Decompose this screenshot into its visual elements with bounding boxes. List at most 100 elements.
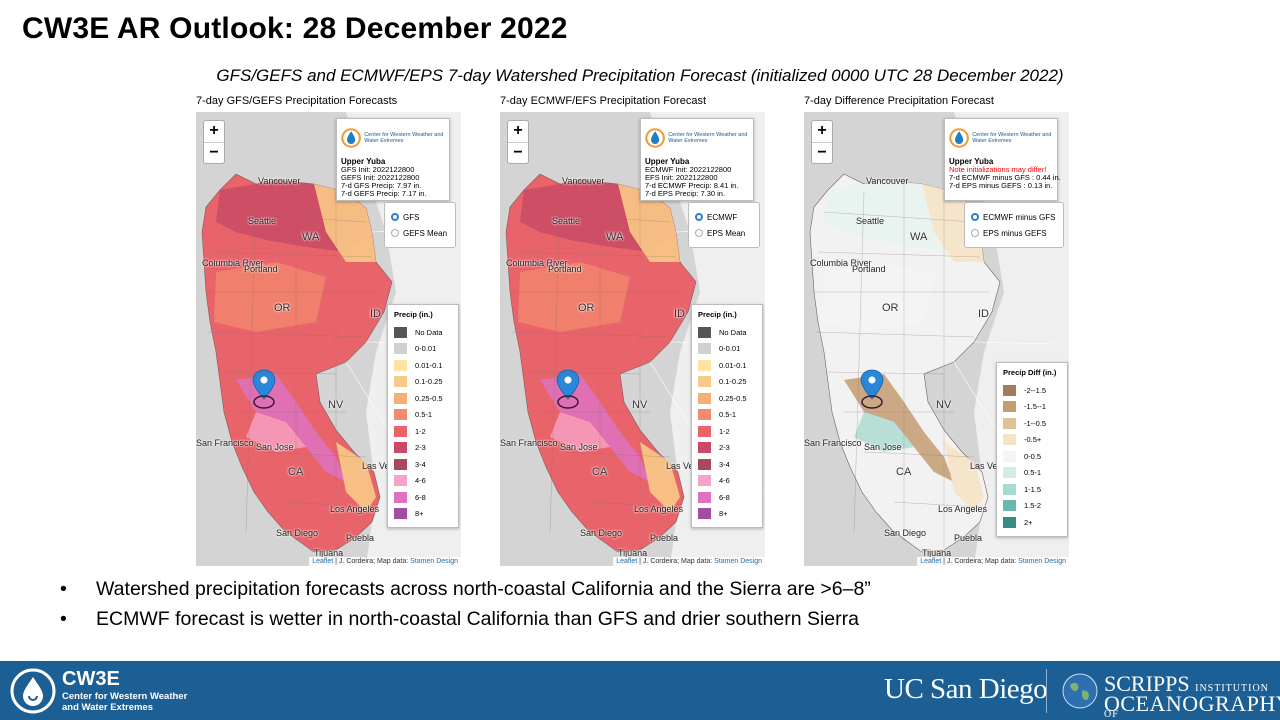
map-label-columbia: Columbia River <box>810 258 872 268</box>
info-line4: 7-d EPS Precip: 7.30 in. <box>645 189 726 198</box>
map-label-tijuana: Tijuana <box>618 548 648 558</box>
watershed-map[interactable]: Vancouver Seattle WA Columbia River Portland… <box>804 112 1069 566</box>
zoom-in-button[interactable]: + <box>513 122 523 139</box>
map-label-sf: San Francisco <box>196 438 254 448</box>
map-label-seattle: Seattle <box>248 216 277 226</box>
scripps-logo-line1: SCRIPPS INSTITUTION OF <box>1104 671 1269 720</box>
map-label-ca: CA <box>288 466 304 478</box>
info-line1: Note initializations may differ! <box>949 165 1047 174</box>
map-label-tijuana: Tijuana <box>922 548 952 558</box>
legend-row: 0.5-1 <box>698 407 756 424</box>
cw3e-logo-icon <box>949 128 969 148</box>
legend-row: 1-1.5 <box>1003 481 1061 498</box>
info-line1: GFS Init: 2022122800 <box>341 165 415 174</box>
legend-row: 8+ <box>698 506 756 523</box>
slide-subtitle: GFS/GEFS and ECMWF/EPS 7-day Watershed P… <box>216 66 1064 85</box>
legend-title: Precip Diff (in.) <box>1003 368 1057 377</box>
legend-row: 1-2 <box>394 423 452 440</box>
map-label-nv: NV <box>936 399 952 411</box>
map-label-sf: San Francisco <box>500 438 558 448</box>
map-label-sandiego: San Diego <box>276 528 319 538</box>
legend-swatch <box>394 508 407 520</box>
map-label-wa: WA <box>302 231 320 243</box>
legend-row: 0.1-0.25 <box>698 374 756 391</box>
legend-row: 3-4 <box>394 456 452 473</box>
map-label-sf: San Francisco <box>804 438 862 448</box>
model-option[interactable]: GEFS Mean <box>391 225 449 241</box>
zoom-in-button[interactable]: + <box>817 122 827 139</box>
map-attribution: Leaflet | J. Cordeira; Map data: Stamen … <box>613 557 765 566</box>
legend-swatch <box>698 458 711 470</box>
legend-swatch <box>698 442 711 454</box>
watershed-info-box: Center for Western Weather and Water Ext… <box>944 118 1061 201</box>
legend-swatch <box>1003 417 1016 429</box>
legend-row: 0.01-0.1 <box>394 357 452 374</box>
legend-row: 3-4 <box>698 456 756 473</box>
map-label-or: OR <box>274 302 291 314</box>
map-label-vancouver: Vancouver <box>866 176 909 186</box>
model-option[interactable]: EPS minus GEFS <box>971 225 1057 241</box>
leaflet-link[interactable]: Leaflet <box>312 558 334 565</box>
zoom-control: + − <box>203 120 225 164</box>
map-label-sandiego: San Diego <box>580 528 623 538</box>
bullet-item: • Watershed precipitation forecasts acros… <box>60 577 871 600</box>
legend-swatch <box>1003 384 1016 396</box>
slide-title: CW3E AR Outlook: 28 December 2022 <box>22 12 568 45</box>
radio-selected[interactable] <box>391 213 399 221</box>
watershed-map[interactable]: Vancouver Seattle WA Columbia River Portland… <box>500 112 765 566</box>
cw3e-logo-icon <box>341 128 361 148</box>
legend-row: 2-3 <box>394 440 452 457</box>
map-label-puebla: Puebla <box>954 533 983 543</box>
panel-title: 7-day ECMWF/EFS Precipitation Forecast <box>500 95 707 107</box>
watershed-info-box: Center for Western Weather and Water Ext… <box>336 118 450 201</box>
leaflet-link[interactable]: Leaflet <box>920 558 942 565</box>
legend-row: 2+ <box>1003 514 1061 531</box>
ucsd-logo: UC San Diego <box>884 673 1048 705</box>
map-label-sandiego: San Diego <box>884 528 927 538</box>
watershed-map[interactable]: Vancouver Seattle WA Columbia River Portland… <box>196 112 461 566</box>
radio-selected[interactable] <box>695 213 703 221</box>
leaflet-link[interactable]: Leaflet <box>616 558 638 565</box>
map-label-columbia: Columbia River <box>202 258 264 268</box>
zoom-in-button[interactable]: + <box>209 122 219 139</box>
legend-row: -2--1.5 <box>1003 382 1061 399</box>
radio-unselected[interactable] <box>391 229 399 237</box>
info-watershed-name: Upper Yuba <box>645 157 690 166</box>
info-line4: 7-d GEFS Precip: 7.17 in. <box>341 189 427 198</box>
info-line3: 7-d EPS minus GEFS : 0.13 in. <box>949 181 1053 190</box>
info-line2: 7-d ECMWF minus GFS : 0.44 in. <box>949 173 1061 182</box>
info-logo-text: Center for Western Weather and Water Ext… <box>972 132 1052 144</box>
model-option[interactable]: EPS Mean <box>695 225 753 241</box>
cw3e-logo-icon <box>10 668 56 714</box>
legend-row: No Data <box>698 324 756 341</box>
info-line3: 7-d GFS Precip: 7.97 in. <box>341 181 422 190</box>
info-watershed-name: Upper Yuba <box>949 157 994 166</box>
model-selector: ECMWF EPS Mean <box>688 202 760 248</box>
legend-swatch <box>1003 434 1016 446</box>
stamen-link[interactable]: Stamen Design <box>1018 558 1066 565</box>
legend-swatch <box>394 442 407 454</box>
legend-swatch <box>698 359 711 371</box>
model-option[interactable]: ECMWF <box>695 209 753 225</box>
stamen-link[interactable]: Stamen Design <box>714 558 762 565</box>
legend-row: 0.5-1 <box>1003 465 1061 482</box>
legend-row: -1.5--1 <box>1003 399 1061 416</box>
model-option[interactable]: ECMWF minus GFS <box>971 209 1057 225</box>
info-logo-text: Center for Western Weather and Water Ext… <box>364 132 444 144</box>
bullet-item: • ECMWF forecast is wetter in north-coast… <box>60 607 859 630</box>
legend-swatch <box>698 475 711 487</box>
zoom-out-button[interactable]: − <box>812 142 832 163</box>
model-selector: ECMWF minus GFS EPS minus GEFS <box>964 202 1064 248</box>
model-option[interactable]: GFS <box>391 209 449 225</box>
radio-selected[interactable] <box>971 213 979 221</box>
zoom-out-button[interactable]: − <box>204 142 224 163</box>
map-label-or: OR <box>882 302 899 314</box>
info-watershed-name: Upper Yuba <box>341 157 386 166</box>
model-selector: GFS GEFS Mean <box>384 202 456 248</box>
radio-unselected[interactable] <box>695 229 703 237</box>
legend-row: 6-8 <box>394 489 452 506</box>
stamen-link[interactable]: Stamen Design <box>410 558 458 565</box>
radio-unselected[interactable] <box>971 229 979 237</box>
legend-row: 0-0.5 <box>1003 448 1061 465</box>
zoom-out-button[interactable]: − <box>508 142 528 163</box>
